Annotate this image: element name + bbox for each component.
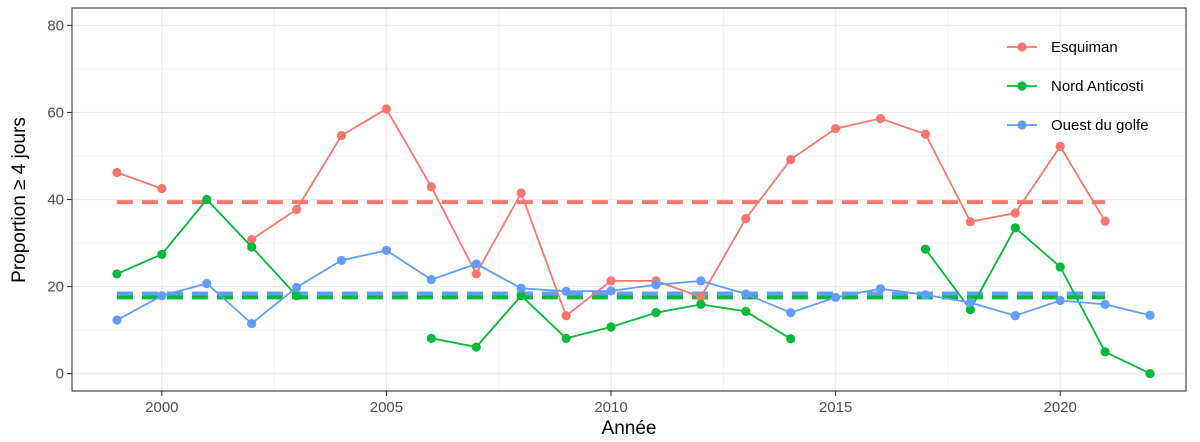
series-line — [116, 249, 1151, 325]
data-point — [875, 284, 886, 294]
data-point — [786, 334, 796, 344]
data-point — [965, 298, 975, 308]
legend-key-point — [1017, 120, 1027, 130]
y-tick-labels: 0 20 40 60 80 — [47, 17, 64, 382]
data-point — [606, 322, 616, 332]
data-point — [202, 278, 212, 289]
data-point — [471, 259, 481, 269]
series-line — [116, 171, 163, 190]
data-point — [561, 286, 571, 296]
data-point — [606, 286, 616, 296]
series-line — [924, 226, 1151, 375]
data-point — [606, 276, 616, 286]
data-point — [561, 311, 571, 321]
data-point — [426, 333, 436, 343]
mean-lines — [116, 200, 1106, 300]
data-point — [965, 217, 975, 227]
legend: Esquiman Nord Anticosti Ouest du golfe — [1007, 39, 1149, 134]
data-point — [651, 308, 661, 318]
data-point — [1010, 208, 1020, 218]
data-point — [920, 129, 931, 139]
x-tick-label: 2005 — [370, 399, 403, 416]
data-point — [291, 282, 302, 293]
x-tick-label: 2020 — [1044, 399, 1077, 416]
data-point — [247, 234, 257, 245]
data-point — [471, 342, 481, 352]
data-point — [786, 308, 796, 318]
data-point — [336, 255, 347, 266]
data-point — [112, 315, 122, 325]
data-point — [651, 280, 661, 290]
data-point — [516, 283, 526, 293]
data-point — [157, 184, 167, 194]
y-tick-label: 60 — [47, 104, 64, 121]
y-tick-label: 20 — [47, 279, 64, 296]
y-tick-label: 40 — [47, 192, 64, 209]
data-point — [920, 290, 931, 300]
legend-key-point — [1017, 42, 1027, 52]
x-tick-label: 2000 — [145, 399, 178, 416]
y-tick-label: 0 — [56, 366, 64, 383]
data-point — [875, 113, 886, 124]
data-point — [1055, 295, 1065, 306]
data-point — [202, 194, 212, 205]
axis-ticks — [67, 24, 1061, 396]
data-point — [471, 269, 481, 279]
data-point — [741, 289, 751, 299]
data-point — [336, 130, 347, 141]
x-tick-labels: 2000 2005 2010 2015 2020 — [145, 399, 1077, 416]
data-point — [1145, 368, 1155, 379]
x-axis-title: Année — [602, 418, 657, 439]
series-points — [112, 104, 1155, 379]
x-tick-label: 2015 — [819, 399, 852, 416]
data-point — [157, 249, 167, 259]
data-point — [965, 305, 975, 315]
data-point — [247, 318, 257, 329]
data-point — [741, 214, 751, 224]
x-tick-label: 2010 — [594, 399, 627, 416]
data-point — [1055, 262, 1065, 272]
series-line — [251, 107, 1106, 318]
data-point — [1010, 223, 1020, 233]
data-point — [426, 274, 436, 285]
data-point — [157, 291, 167, 301]
data-point — [1145, 310, 1155, 320]
data-point — [1100, 216, 1110, 226]
data-point — [247, 242, 257, 252]
data-point — [516, 291, 526, 301]
data-point — [561, 333, 571, 343]
data-point — [1100, 347, 1110, 357]
data-point — [741, 306, 751, 316]
data-point — [1100, 299, 1110, 309]
data-point — [696, 276, 706, 286]
legend-label: Nord Anticosti — [1051, 78, 1144, 95]
data-point — [291, 291, 302, 301]
data-point — [696, 299, 706, 309]
data-point — [516, 188, 526, 198]
data-point — [831, 123, 841, 134]
data-point — [696, 292, 706, 302]
data-point — [112, 167, 122, 178]
legend-label: Ouest du golfe — [1051, 117, 1149, 134]
legend-key-point — [1017, 81, 1027, 91]
legend-label: Esquiman — [1051, 39, 1118, 56]
data-point — [381, 245, 392, 256]
data-point — [920, 244, 931, 254]
data-point — [112, 269, 122, 279]
y-axis-title: Proportion ≥ 4 jours — [9, 117, 30, 283]
data-point — [291, 204, 302, 215]
data-point — [1010, 311, 1020, 321]
data-point — [786, 154, 796, 165]
data-point — [831, 292, 841, 303]
data-point — [381, 104, 392, 114]
data-point — [1055, 141, 1065, 152]
y-tick-label: 80 — [47, 17, 64, 34]
data-point — [426, 182, 436, 192]
